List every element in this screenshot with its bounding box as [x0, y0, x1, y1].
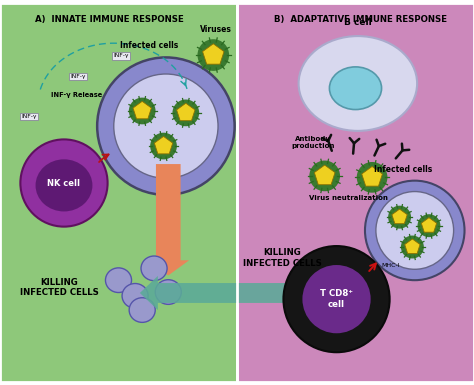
Text: INF-γ: INF-γ — [22, 114, 37, 119]
Circle shape — [198, 39, 229, 71]
Text: A)  INNATE IMMUNE RESPONSE: A) INNATE IMMUNE RESPONSE — [35, 15, 183, 24]
Circle shape — [129, 98, 155, 124]
Text: KILLING
INFECTED CELLS: KILLING INFECTED CELLS — [20, 278, 99, 297]
Ellipse shape — [329, 67, 382, 110]
Ellipse shape — [122, 283, 148, 308]
FancyArrow shape — [147, 164, 189, 275]
Circle shape — [310, 161, 340, 191]
Ellipse shape — [106, 268, 132, 293]
Polygon shape — [392, 209, 407, 224]
Ellipse shape — [36, 159, 92, 211]
Text: Antibody
production: Antibody production — [291, 136, 335, 149]
Ellipse shape — [129, 298, 155, 322]
Text: NK cell: NK cell — [47, 179, 81, 187]
Ellipse shape — [155, 280, 181, 305]
Circle shape — [388, 206, 411, 229]
Text: INF-γ Release: INF-γ Release — [51, 92, 102, 98]
Circle shape — [376, 192, 454, 269]
FancyBboxPatch shape — [237, 3, 474, 382]
Text: B cell: B cell — [344, 18, 372, 27]
Circle shape — [418, 214, 440, 237]
Text: Infected cells: Infected cells — [120, 41, 178, 50]
Circle shape — [114, 74, 218, 178]
FancyArrow shape — [140, 276, 310, 310]
Text: B)  ADAPTATIVE IMMUNE RESPONSE: B) ADAPTATIVE IMMUNE RESPONSE — [274, 15, 447, 24]
Polygon shape — [202, 44, 224, 64]
Circle shape — [20, 139, 108, 227]
Text: INF-γ: INF-γ — [113, 54, 128, 59]
Polygon shape — [177, 103, 195, 121]
Text: INF-γ: INF-γ — [71, 74, 86, 79]
Text: Infected cells: Infected cells — [374, 164, 432, 174]
FancyBboxPatch shape — [0, 3, 237, 382]
Text: MHC-I: MHC-I — [382, 263, 400, 268]
Circle shape — [283, 246, 390, 352]
Polygon shape — [133, 101, 151, 119]
Circle shape — [302, 265, 371, 333]
Polygon shape — [362, 166, 383, 186]
Polygon shape — [155, 136, 173, 154]
Circle shape — [401, 236, 424, 258]
Circle shape — [150, 133, 177, 159]
Circle shape — [97, 57, 235, 195]
Circle shape — [365, 181, 465, 280]
Text: Virus neutralization: Virus neutralization — [309, 195, 388, 201]
Text: T CD8⁺
cell: T CD8⁺ cell — [320, 290, 353, 309]
Text: Viruses: Viruses — [200, 25, 232, 34]
Text: KILLING
INFECTED CELLS: KILLING INFECTED CELLS — [243, 248, 321, 268]
Polygon shape — [421, 218, 437, 232]
Circle shape — [173, 99, 199, 126]
Circle shape — [357, 162, 387, 192]
Polygon shape — [405, 239, 420, 254]
Polygon shape — [314, 165, 335, 185]
Ellipse shape — [299, 36, 417, 131]
Ellipse shape — [141, 256, 167, 281]
